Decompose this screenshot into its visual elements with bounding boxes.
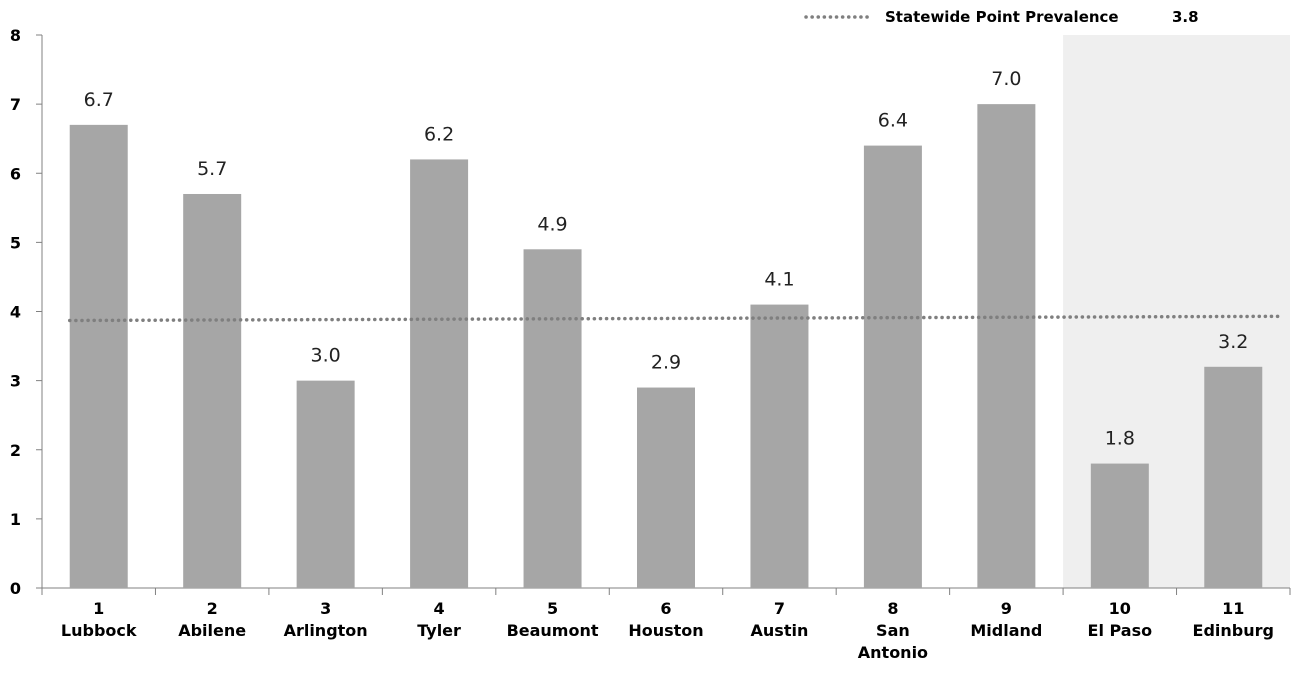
category-name: El Paso [1088, 621, 1153, 640]
category-name: Lubbock [61, 621, 137, 640]
data-label: 6.4 [878, 110, 908, 132]
category-number: 2 [207, 599, 218, 618]
y-tick-label: 2 [10, 441, 21, 460]
y-tick-label: 6 [10, 164, 21, 183]
bar [977, 104, 1036, 588]
category-number: 10 [1109, 599, 1131, 618]
bar [523, 249, 582, 588]
category-name: San [876, 621, 910, 640]
category-name: Midland [970, 621, 1042, 640]
legend-value: 3.8 [1172, 8, 1199, 26]
category-name: Beaumont [507, 621, 599, 640]
data-label: 3.2 [1218, 331, 1248, 353]
y-tick-label: 0 [10, 579, 21, 598]
data-label: 3.0 [311, 345, 341, 367]
bar [1204, 366, 1263, 588]
data-label: 4.9 [537, 213, 567, 235]
bar [296, 380, 355, 588]
data-label: 6.2 [424, 123, 454, 145]
data-label: 2.9 [651, 352, 681, 374]
data-label: 7.0 [991, 68, 1021, 90]
bar [750, 304, 809, 588]
y-tick-label: 1 [10, 510, 21, 529]
category-number: 5 [547, 599, 558, 618]
bar [410, 159, 469, 589]
category-name: Antonio [858, 643, 928, 662]
bar [69, 124, 128, 589]
category-name: Houston [628, 621, 703, 640]
data-label: 4.1 [764, 269, 794, 291]
y-tick-label: 5 [10, 233, 21, 252]
y-tick-label: 8 [10, 26, 21, 45]
y-tick-label: 7 [10, 95, 21, 114]
legend-label: Statewide Point Prevalence [885, 8, 1119, 26]
category-name: Tyler [417, 621, 461, 640]
category-name: Abilene [178, 621, 246, 640]
statewide-reference-line [67, 314, 1282, 323]
bar [183, 193, 242, 589]
category-number: 1 [93, 599, 104, 618]
bar [637, 387, 695, 588]
category-number: 6 [660, 599, 671, 618]
category-number: 4 [434, 599, 445, 618]
category-name: Austin [751, 621, 809, 640]
data-label: 5.7 [197, 158, 227, 180]
category-name: Arlington [284, 621, 368, 640]
category-number: 7 [774, 599, 785, 618]
data-label: 1.8 [1105, 428, 1135, 450]
category-number: 9 [1001, 599, 1012, 618]
y-tick-label: 4 [10, 303, 21, 322]
category-number: 3 [320, 599, 331, 618]
data-label: 6.7 [84, 89, 114, 111]
category-name: Edinburg [1193, 621, 1274, 640]
y-tick-label: 3 [10, 372, 21, 391]
category-number: 11 [1222, 599, 1244, 618]
category-number: 8 [887, 599, 898, 618]
bar [1090, 463, 1149, 588]
bar [863, 145, 922, 588]
